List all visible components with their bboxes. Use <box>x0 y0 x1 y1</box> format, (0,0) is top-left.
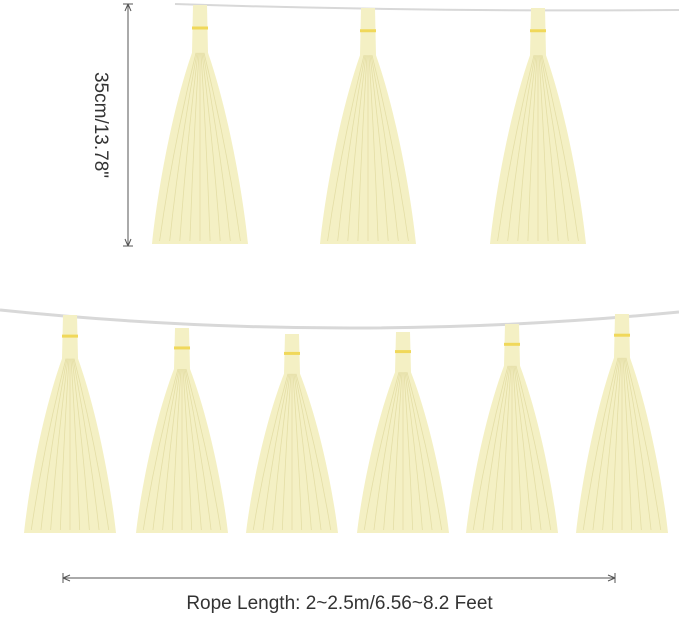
height-dimension-line <box>123 3 133 247</box>
top-rope <box>174 3 679 12</box>
bottom-tassel-6 <box>576 314 668 533</box>
tassel-height-label: 35cm/13.78" <box>90 71 111 179</box>
top-tassel-2 <box>320 8 416 244</box>
tassel-band <box>62 334 78 338</box>
tassel-band <box>395 350 411 354</box>
bottom-tassel-5 <box>466 324 558 533</box>
rope-length-dimension-line <box>62 573 616 583</box>
top-tassel-1 <box>152 5 248 244</box>
tassel-band <box>360 29 376 33</box>
tassel-band <box>174 346 190 350</box>
tassel-band <box>284 351 300 355</box>
top-tassel-3 <box>490 8 586 244</box>
tassel-band <box>530 29 546 33</box>
tassel-band <box>614 333 630 337</box>
bottom-tassel-3 <box>246 334 338 533</box>
rope-length-label: Rope Length: 2~2.5m/6.56~8.2 Feet <box>186 593 493 614</box>
tassel-band <box>192 26 208 30</box>
bottom-tassel-1 <box>24 315 116 533</box>
bottom-tassel-4 <box>357 332 449 533</box>
bottom-tassel-2 <box>136 328 228 533</box>
bottom-rope <box>0 308 679 330</box>
tassel-band <box>504 342 520 346</box>
